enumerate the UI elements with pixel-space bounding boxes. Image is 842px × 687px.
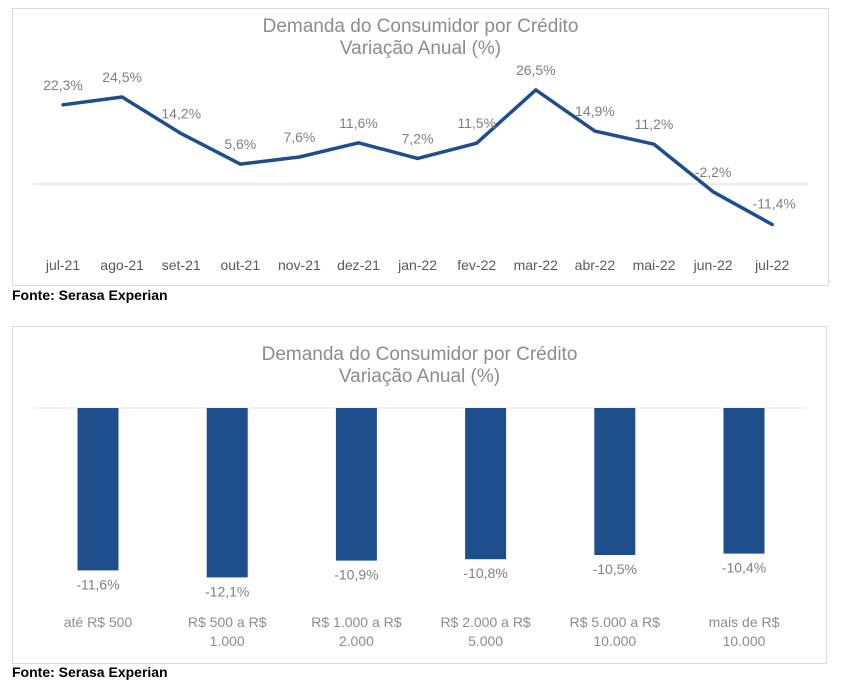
x-tick-label: jul-21: [45, 257, 80, 273]
data-point: [238, 162, 242, 166]
x-tick-label: nov-21: [278, 257, 321, 273]
bar: [206, 408, 248, 578]
bar-chart-panel: Demanda do Consumidor por Crédito Variaç…: [12, 326, 827, 664]
data-point: [711, 190, 715, 194]
x-tick-label: 10.000: [593, 633, 636, 649]
data-label: 7,6%: [283, 129, 315, 145]
x-tick-label: mar-22: [514, 257, 559, 273]
x-tick-label: jan-22: [397, 257, 437, 273]
x-tick-label: 10.000: [723, 633, 766, 649]
x-tick-label: R$ 1.000 a R$: [311, 614, 401, 630]
bar: [723, 408, 765, 554]
x-tick-label: R$ 2.000 a R$: [440, 614, 530, 630]
x-tick-label: jul-22: [754, 257, 789, 273]
data-label: 5,6%: [224, 136, 256, 152]
data-label: 11,6%: [339, 115, 378, 131]
data-point: [652, 142, 656, 146]
data-point: [770, 222, 774, 226]
x-tick-label: ago-21: [100, 257, 144, 273]
data-label: -11,6%: [76, 576, 119, 592]
x-tick-label: 2.000: [339, 633, 374, 649]
data-label: -10,4%: [722, 560, 766, 576]
data-point: [475, 141, 479, 145]
data-label: 11,2%: [635, 116, 674, 132]
bar-chart-plot: -11,6% até R$ 500 -12,1% R$ 500 a R$ 1.000 -1…: [33, 407, 806, 649]
data-point: [61, 103, 65, 107]
chart-title-line1: Demanda do Consumidor por Crédito: [261, 344, 578, 365]
data-point: [593, 129, 597, 133]
source-note: Fonte: Serasa Experian: [12, 664, 168, 680]
bar: [335, 408, 377, 561]
data-point: [297, 155, 301, 159]
chart-title-line2: Variação Anual (%): [338, 366, 501, 387]
data-point: [416, 156, 420, 160]
data-label: 24,5%: [102, 69, 142, 85]
x-tick-label: abr-22: [575, 257, 616, 273]
data-point: [120, 95, 124, 99]
bar: [594, 408, 636, 555]
data-point: [534, 88, 538, 92]
data-label: 14,9%: [575, 103, 615, 119]
x-tick-label: 1.000: [210, 633, 245, 649]
data-label: 14,2%: [161, 106, 201, 122]
x-tick-label: 5.000: [468, 633, 503, 649]
bar: [465, 408, 507, 560]
bar: [77, 408, 119, 571]
data-label: 7,2%: [402, 130, 434, 146]
chart-title-line1: Demanda do Consumidor por Crédito: [262, 16, 579, 37]
data-label: -11,4%: [753, 195, 796, 211]
data-point: [357, 141, 360, 145]
x-tick-label: até R$ 500: [64, 614, 133, 630]
x-tick-label: mai-22: [633, 257, 676, 273]
data-point: [179, 132, 183, 136]
line-chart-panel: Demanda do Consumidor por Crédito Variaç…: [12, 8, 829, 286]
x-tick-label: mais de R$: [709, 614, 780, 630]
data-label: 26,5%: [516, 62, 556, 78]
data-label: 11,5%: [457, 115, 496, 131]
x-tick-label: fev-22: [457, 257, 496, 273]
data-label: -2,2%: [695, 164, 732, 180]
data-label: -10,5%: [593, 561, 637, 577]
x-tick-label: out-21: [220, 257, 260, 273]
source-note: Fonte: Serasa Experian: [12, 287, 168, 303]
line-chart-plot: 22,3% jul-21 24,5% ago-21 14,2% set-21 5,6% out…: [33, 62, 808, 273]
x-tick-label: dez-21: [337, 257, 380, 273]
data-label: 22,3%: [43, 77, 83, 93]
data-label: -10,8%: [463, 565, 507, 581]
x-tick-label: R$ 5.000 a R$: [570, 614, 660, 630]
data-label: -10,9%: [334, 567, 378, 583]
chart-title-line2: Variação Anual (%): [339, 38, 502, 59]
x-tick-label: R$ 500 a R$: [188, 614, 267, 630]
x-tick-label: set-21: [162, 257, 201, 273]
x-tick-label: jun-22: [693, 257, 733, 273]
data-label: -12,1%: [205, 583, 249, 599]
